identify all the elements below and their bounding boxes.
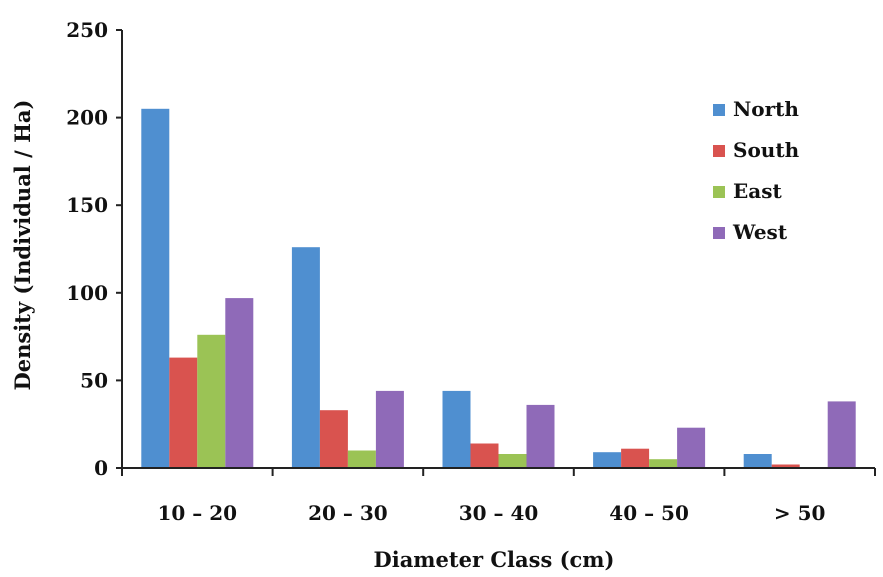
y-ticks-group: 0 50 100 150 200 250 <box>66 18 122 480</box>
bar-west-0 <box>225 298 254 468</box>
legend-swatch-south <box>713 145 725 157</box>
x-axis-title: Diameter Class (cm) <box>374 547 615 572</box>
x-tick-label: > 50 <box>774 501 826 525</box>
bar-east-0 <box>197 334 226 468</box>
y-tick-label: 100 <box>66 281 108 305</box>
bars-group <box>141 108 856 469</box>
y-tick-label: 250 <box>66 18 108 42</box>
bar-north-0 <box>141 108 170 469</box>
bar-south-4 <box>771 464 800 468</box>
bar-west-2 <box>526 404 555 468</box>
axes-group <box>121 30 875 469</box>
legend-label-south: South <box>733 138 800 162</box>
bar-north-3 <box>593 452 622 468</box>
y-tick-label: 50 <box>80 368 108 392</box>
y-tick-label: 0 <box>94 456 108 480</box>
x-tick-label: 30 – 40 <box>459 501 539 525</box>
bar-south-1 <box>319 410 348 468</box>
bar-east-2 <box>498 454 527 468</box>
bar-west-1 <box>375 390 404 468</box>
bar-north-4 <box>743 454 772 468</box>
legend-label-west: West <box>732 220 788 244</box>
y-tick-label: 150 <box>66 193 108 217</box>
bar-east-3 <box>649 459 678 468</box>
bar-east-1 <box>347 450 376 468</box>
y-axis-title: Density (Individual / Ha) <box>10 100 35 391</box>
legend-swatch-east <box>713 186 725 198</box>
bar-north-1 <box>291 247 320 468</box>
x-ticks-group: 10 – 20 20 – 30 30 – 40 40 – 50 > 50 <box>121 468 876 525</box>
legend-swatch-west <box>713 227 725 239</box>
bar-south-2 <box>470 443 499 468</box>
bar-south-0 <box>169 357 198 468</box>
legend: North South East West <box>713 97 800 244</box>
x-tick-label: 40 – 50 <box>609 501 689 525</box>
bar-west-3 <box>677 427 706 468</box>
legend-label-east: East <box>733 179 782 203</box>
bar-west-4 <box>827 401 856 468</box>
legend-swatch-north <box>713 104 725 116</box>
bar-north-2 <box>442 390 471 468</box>
y-tick-label: 200 <box>66 106 108 130</box>
bar-south-3 <box>621 448 650 468</box>
legend-label-north: North <box>733 97 799 121</box>
x-tick-label: 20 – 30 <box>308 501 388 525</box>
x-tick-label: 10 – 20 <box>158 501 238 525</box>
